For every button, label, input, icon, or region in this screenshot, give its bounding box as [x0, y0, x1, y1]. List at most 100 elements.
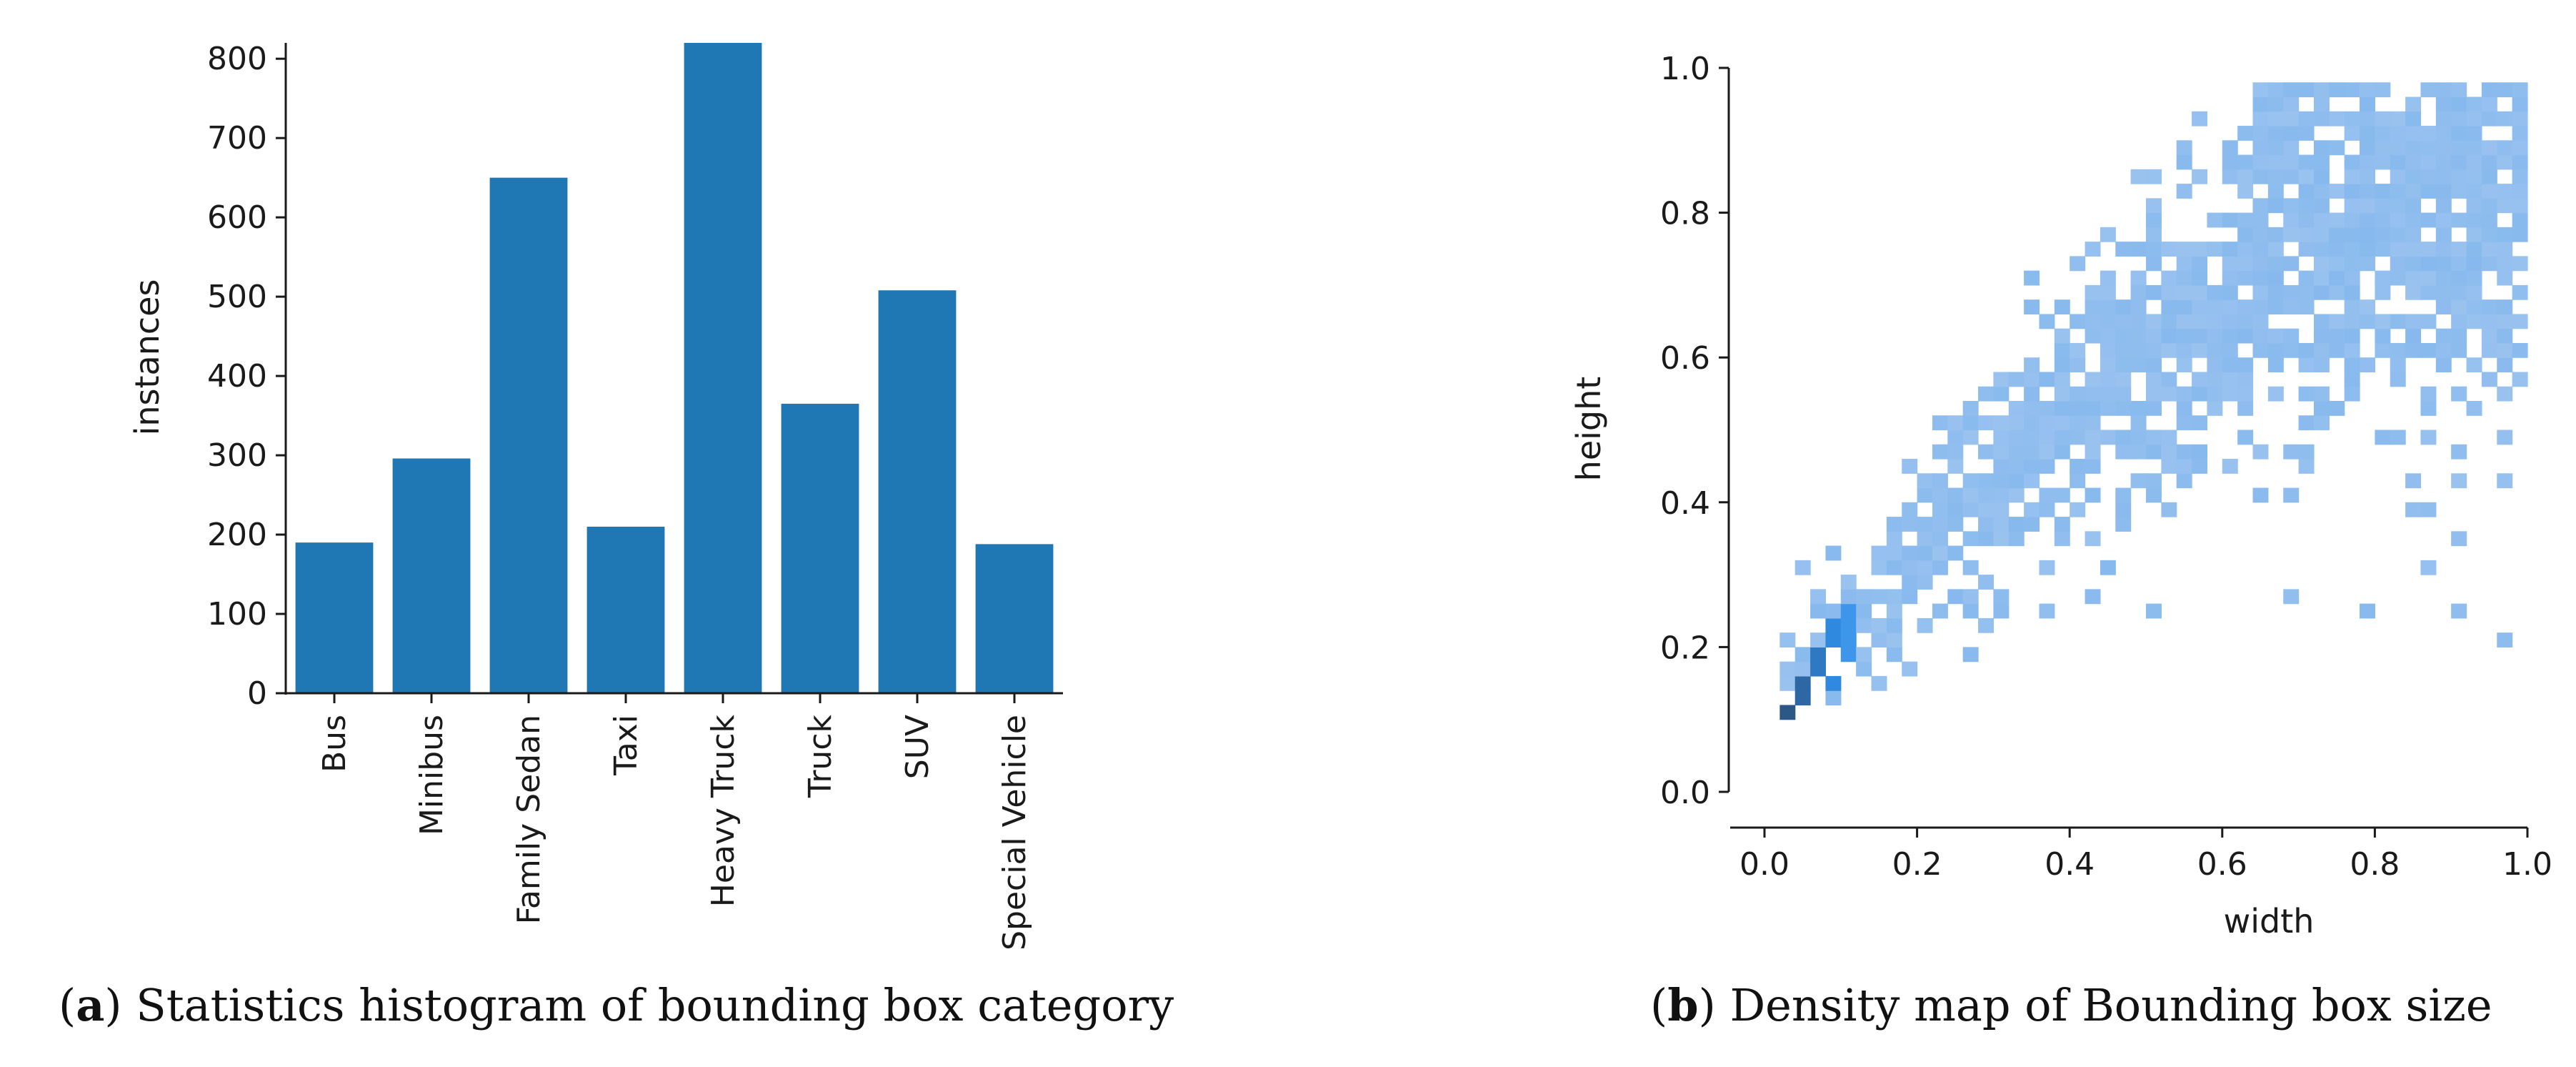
heatmap-cell: [2360, 96, 2375, 112]
heatmap-cell: [2405, 126, 2422, 141]
heatmap-cell: [2481, 111, 2497, 126]
heatmap-cell: [2039, 459, 2055, 474]
heatmap-cell: [2375, 111, 2391, 126]
heatmap-cell: [2024, 517, 2040, 532]
heatmap-cell: [1947, 517, 1964, 532]
heatmap-cell: [2497, 227, 2513, 242]
heatmap-cell: [2115, 487, 2132, 503]
heatmap-cell: [2329, 227, 2345, 242]
heatmap-cell: [2100, 299, 2116, 315]
heatmap-cell: [2176, 184, 2192, 199]
heatmap-cell: [2070, 400, 2086, 416]
heatmap-cell: [2481, 299, 2497, 315]
heatmap-cell: [2237, 270, 2254, 286]
y-tick-label: 0.0: [1660, 775, 1710, 811]
heatmap-cell: [2466, 198, 2482, 214]
heatmap-cell: [1947, 415, 1964, 431]
heatmap-cell: [2192, 169, 2208, 184]
heatmap-cell: [2360, 184, 2375, 199]
caption-a-label: a: [76, 979, 105, 1031]
heatmap-cell: [2252, 342, 2269, 358]
heatmap-cell: [2024, 357, 2040, 373]
heatmap-cell: [2466, 270, 2482, 286]
heatmap-cell: [2267, 198, 2284, 214]
heatmap-cell: [2360, 212, 2375, 228]
heatmap-cell: [2146, 386, 2162, 402]
heatmap-cell: [2237, 256, 2254, 272]
heatmap-cell: [2085, 242, 2101, 257]
heatmap-cell: [2360, 169, 2375, 184]
heatmap-cell: [2466, 314, 2482, 329]
heatmap-cell: [2451, 531, 2467, 547]
heatmap-cell: [2390, 111, 2406, 126]
heatmap-cell: [1902, 589, 1918, 605]
heatmap-cell: [2252, 227, 2269, 242]
heatmap-cell: [1993, 386, 2010, 402]
heatmap-cell: [2435, 212, 2452, 228]
heatmap-cell: [2130, 270, 2147, 286]
heatmap-cell: [2329, 111, 2345, 126]
heatmap-cell: [1978, 473, 1994, 489]
heatmap-cell: [2146, 603, 2162, 619]
heatmap-cell: [2451, 126, 2467, 141]
heatmap-cell: [2222, 140, 2238, 156]
heatmap-cell: [2008, 400, 2025, 416]
heatmap-cell: [2451, 473, 2467, 489]
heatmap-cell: [2298, 169, 2315, 184]
heatmap-cell: [2008, 372, 2025, 387]
heatmap-cell: [1902, 545, 1918, 561]
heatmap-cell: [1825, 675, 1842, 691]
heatmap-cell: [1871, 545, 1887, 561]
heatmap-cell: [2375, 126, 2391, 141]
heatmap-cell: [2054, 328, 2070, 344]
heatmap-cell: [2420, 314, 2437, 329]
heatmap-cell: [2222, 357, 2238, 373]
bar: [295, 542, 374, 693]
heatmap-cell: [2115, 386, 2132, 402]
heatmap-cell: [2024, 299, 2040, 315]
heatmap-cell: [2267, 256, 2284, 272]
x-tick-label: 0.0: [1739, 846, 1789, 883]
heatmap-cell: [2435, 357, 2452, 373]
heatmap-cell: [2313, 284, 2330, 300]
heatmap-cell: [2054, 372, 2070, 387]
heatmap-cell: [2039, 400, 2055, 416]
heatmap-cell: [2252, 111, 2269, 126]
caption-b: (b) Density map of Bounding box size: [1650, 979, 2492, 1031]
heatmap-cell: [1962, 560, 1979, 575]
heatmap-cell: [2192, 328, 2208, 344]
heatmap-cell: [2344, 270, 2360, 286]
heatmap-cell: [2176, 386, 2192, 402]
heatmap-cell: [2283, 126, 2300, 141]
heatmap-cell: [2435, 169, 2452, 184]
heatmap-cell: [2420, 342, 2437, 358]
heatmap-cell: [2420, 502, 2437, 517]
heatmap-cell: [1779, 632, 1796, 647]
heatmap-cell: [2146, 198, 2162, 214]
heatmap-cell: [2115, 299, 2132, 315]
heatmap-cell: [2298, 342, 2315, 358]
heatmap-cell: [2344, 126, 2360, 141]
heatmap-cell: [2451, 169, 2467, 184]
heatmap-cell: [2329, 242, 2345, 257]
heatmap-cell: [2070, 459, 2086, 474]
heatmap-cell: [2329, 284, 2345, 300]
heatmap-cell: [1962, 415, 1979, 431]
heatmap-cell: [2252, 212, 2269, 228]
heatmap-cell: [2313, 415, 2330, 431]
heatmap-cell: [2267, 96, 2284, 112]
heatmap-cell: [2222, 212, 2238, 228]
heatmap-cell: [1947, 589, 1964, 605]
heatmap-cell: [2146, 357, 2162, 373]
heatmap-cell: [2283, 111, 2300, 126]
heatmap-cell: [2024, 415, 2040, 431]
heatmap-cell: [2313, 140, 2330, 156]
heatmap-cell: [2466, 256, 2482, 272]
heatmap-cell: [1917, 473, 1933, 489]
heatmap-cell: [1993, 430, 2010, 445]
heatmap-cell: [2237, 400, 2254, 416]
heatmap-cell: [2207, 242, 2223, 257]
heatmap-cell: [2329, 270, 2345, 286]
heatmap-cell: [2375, 342, 2391, 358]
heatmap-cell: [2054, 517, 2070, 532]
